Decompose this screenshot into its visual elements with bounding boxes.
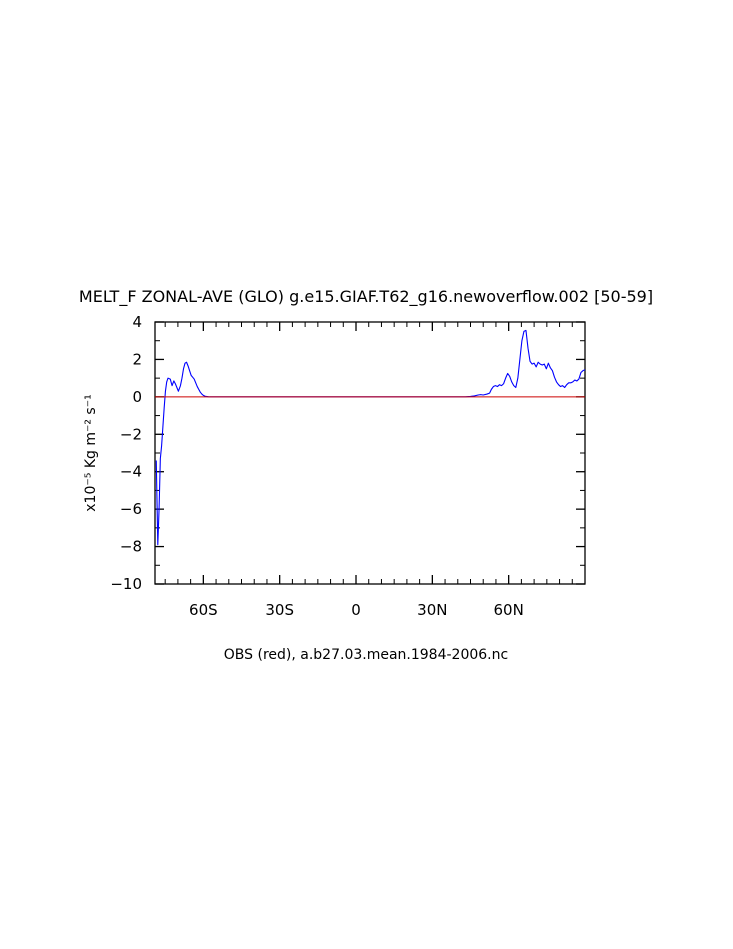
y-tick-label: −4 — [120, 463, 142, 481]
series-line-1 — [155, 329, 586, 546]
axis-ticks — [155, 321, 585, 585]
y-tick-label: −6 — [120, 500, 142, 518]
tick-labels: 60S 30S 0 30N 60N 4 2 0 −2 −4 −6 −8 −10 — [110, 313, 523, 619]
y-tick-label: 0 — [132, 388, 142, 406]
chart-subtitle: OBS (red), a.b27.03.mean.1984-2006.nc — [224, 647, 508, 663]
y-tick-label: −8 — [120, 538, 142, 556]
x-tick-label: 30N — [417, 601, 447, 619]
chart-title: MELT_F ZONAL-AVE (GLO) g.e15.GIAF.T62_g1… — [79, 287, 653, 307]
plot-frame — [154, 321, 586, 585]
x-tick-label: 60S — [189, 601, 218, 619]
x-tick-label: 30S — [265, 601, 294, 619]
x-tick-label: 60N — [494, 601, 524, 619]
y-tick-label: −2 — [120, 425, 142, 443]
y-axis-label: x10⁻⁵ Kg m⁻² s⁻¹ — [83, 394, 99, 511]
y-tick-label: 4 — [132, 313, 142, 331]
y-tick-label: −10 — [110, 575, 142, 593]
y-tick-label: 2 — [132, 350, 142, 368]
x-tick-label: 0 — [351, 601, 361, 619]
series-lines — [155, 329, 586, 546]
